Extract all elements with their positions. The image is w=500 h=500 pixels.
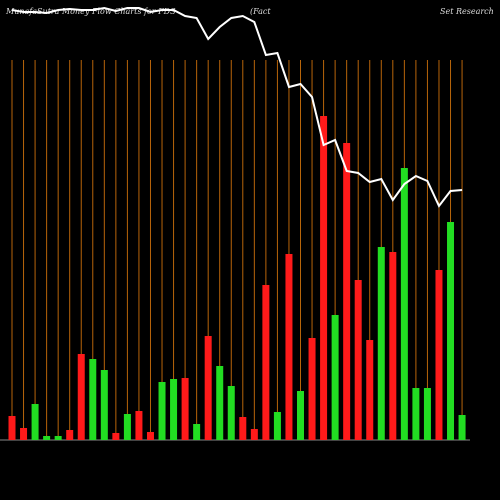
chart-title: (Fact (250, 7, 271, 16)
bar (262, 285, 270, 440)
bar (66, 430, 74, 440)
bar (54, 436, 62, 440)
bar (112, 433, 120, 440)
bar (239, 417, 247, 440)
chart-title: Set Research (440, 7, 494, 16)
bar (135, 411, 143, 440)
bar (100, 370, 108, 440)
bar (447, 222, 455, 440)
bar (193, 424, 201, 440)
bar (146, 432, 154, 440)
bar (227, 386, 235, 440)
bar (181, 378, 189, 440)
bar (170, 379, 178, 440)
bar (123, 414, 131, 440)
bar (43, 436, 51, 440)
bar (77, 354, 85, 440)
bar (377, 247, 385, 440)
bar (89, 359, 97, 440)
bar (8, 416, 16, 440)
price-line (11, 6, 463, 208)
bar (273, 412, 281, 440)
chart-title: MunafaSutra Money Flow Charts for FDS (5, 7, 176, 16)
bar (297, 391, 304, 440)
bar (343, 143, 351, 440)
bar (400, 168, 408, 440)
bar (389, 252, 397, 440)
bar (320, 116, 328, 440)
bar (204, 336, 212, 440)
bar (285, 254, 293, 440)
bar (412, 388, 420, 440)
bar (31, 404, 39, 440)
bar (158, 382, 166, 440)
bar (331, 315, 339, 440)
bar (354, 280, 362, 440)
bar (216, 366, 224, 440)
bar (308, 338, 316, 440)
bar (458, 415, 466, 440)
bar (423, 388, 431, 440)
bar (366, 340, 374, 440)
bar (435, 270, 443, 440)
bar (250, 429, 258, 440)
bar (20, 428, 28, 440)
